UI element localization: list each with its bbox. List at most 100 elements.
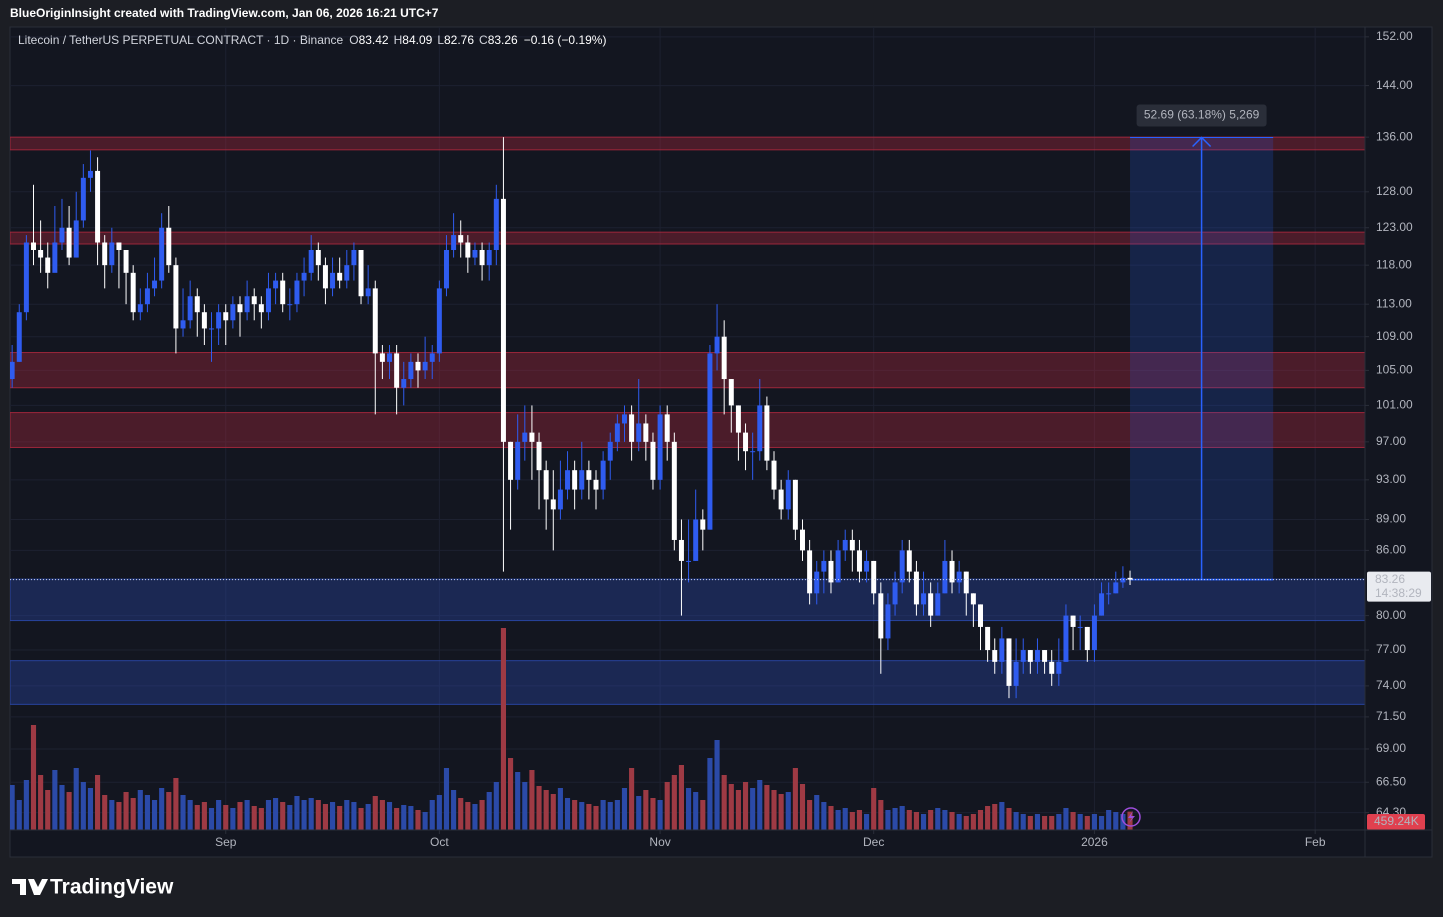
volume-bar [166, 792, 172, 830]
volume-bar [500, 628, 507, 830]
ohlc-value: 83.26 [488, 33, 518, 47]
candle-body [999, 638, 1005, 662]
volume-bar [337, 806, 343, 830]
volume-bar [792, 768, 798, 830]
volume-bar [707, 758, 713, 830]
candle-body [258, 304, 264, 313]
y-tick-label: 101.00 [1376, 398, 1413, 412]
volume-bar [273, 798, 279, 830]
candle-body [536, 441, 542, 471]
candle-body [1020, 650, 1026, 662]
volume-bar [1113, 812, 1119, 830]
candle-body [408, 361, 414, 380]
candle-body [287, 304, 293, 306]
volume-bar [408, 806, 414, 830]
volume-bar [607, 802, 613, 830]
candle-body [1042, 650, 1048, 662]
candle-body [330, 272, 336, 289]
volume-bar [522, 782, 528, 830]
candle-body [529, 432, 535, 442]
candle-body [885, 604, 891, 639]
volume-bar [66, 792, 72, 830]
candle-body [1013, 661, 1019, 686]
volume-bar [173, 778, 179, 830]
brand-name: TradingView [50, 876, 174, 899]
candle-body [1084, 626, 1090, 651]
candle-body [1113, 582, 1119, 594]
volume-bar [913, 812, 919, 830]
candle-body [949, 560, 955, 583]
candle-body [102, 242, 108, 266]
volume-bar [700, 800, 706, 830]
volume-bar [1127, 811, 1133, 830]
candle-body [31, 242, 36, 251]
candle-body [906, 550, 912, 572]
volume-bar [144, 795, 150, 830]
volume-bar [735, 790, 741, 830]
volume-bar [415, 810, 421, 830]
volume-bar [123, 792, 129, 830]
candle-body [828, 560, 834, 583]
candle-body [415, 361, 421, 371]
alert-icon[interactable] [1121, 807, 1141, 827]
volume-bar [315, 800, 321, 830]
zone [10, 660, 1365, 705]
y-tick-label: 86.00 [1376, 543, 1406, 557]
volume-bar [586, 804, 592, 830]
volume-bar [721, 775, 727, 830]
volume-bar [159, 788, 165, 830]
volume-bar [294, 796, 300, 830]
candle-body [23, 242, 29, 313]
candle-body [714, 336, 720, 354]
candle-body [970, 593, 976, 605]
volume-bar [814, 795, 820, 830]
volume-bar [287, 805, 293, 830]
volume-bar [1020, 814, 1026, 830]
zone [10, 136, 1365, 151]
x-tick-label: 2026 [1081, 835, 1108, 849]
volume-bar [443, 768, 450, 830]
zone [10, 412, 1365, 448]
volume-bar [109, 800, 115, 830]
candle-body [230, 304, 236, 321]
volume-bar [45, 790, 51, 830]
y-tick-label: 66.50 [1376, 774, 1406, 788]
ohlc-prefix: H [394, 33, 403, 47]
candle-body [152, 280, 158, 289]
candle-body [864, 560, 870, 572]
candle-body [821, 560, 827, 572]
volume-bar [365, 804, 371, 830]
price-label: 83.26 [1375, 572, 1405, 586]
candle-body [265, 288, 271, 313]
y-tick-label: 77.00 [1376, 642, 1406, 656]
volume-bar [137, 790, 143, 830]
candle-body [465, 242, 471, 258]
candle-body [600, 460, 606, 490]
candle-body [1120, 577, 1126, 583]
candle-body [315, 250, 321, 266]
volume-bar [999, 802, 1005, 830]
candle-body [387, 353, 393, 362]
measure-arrowhead [1192, 136, 1212, 148]
zone [10, 578, 1365, 622]
y-tick-label: 97.00 [1376, 434, 1406, 448]
volume-bar [95, 775, 101, 830]
volume-bar [465, 802, 471, 830]
candle-body [443, 250, 449, 289]
candle-body [1099, 593, 1105, 616]
legend: Litecoin / TetherUS PERPETUAL CONTRACT ·… [18, 33, 606, 47]
volume-bar [529, 770, 535, 830]
volume-bar [636, 796, 642, 830]
candle-body [935, 593, 941, 616]
candle-body [308, 250, 314, 273]
x-tick-label: Dec [863, 835, 884, 849]
volume-bar [194, 805, 200, 830]
volume-bar [1084, 816, 1090, 830]
candle-body [1049, 661, 1055, 674]
ohlc-value: 83.42 [359, 33, 389, 47]
candle-body [650, 441, 656, 480]
volume-bar [187, 800, 193, 830]
candle-body [579, 470, 585, 490]
